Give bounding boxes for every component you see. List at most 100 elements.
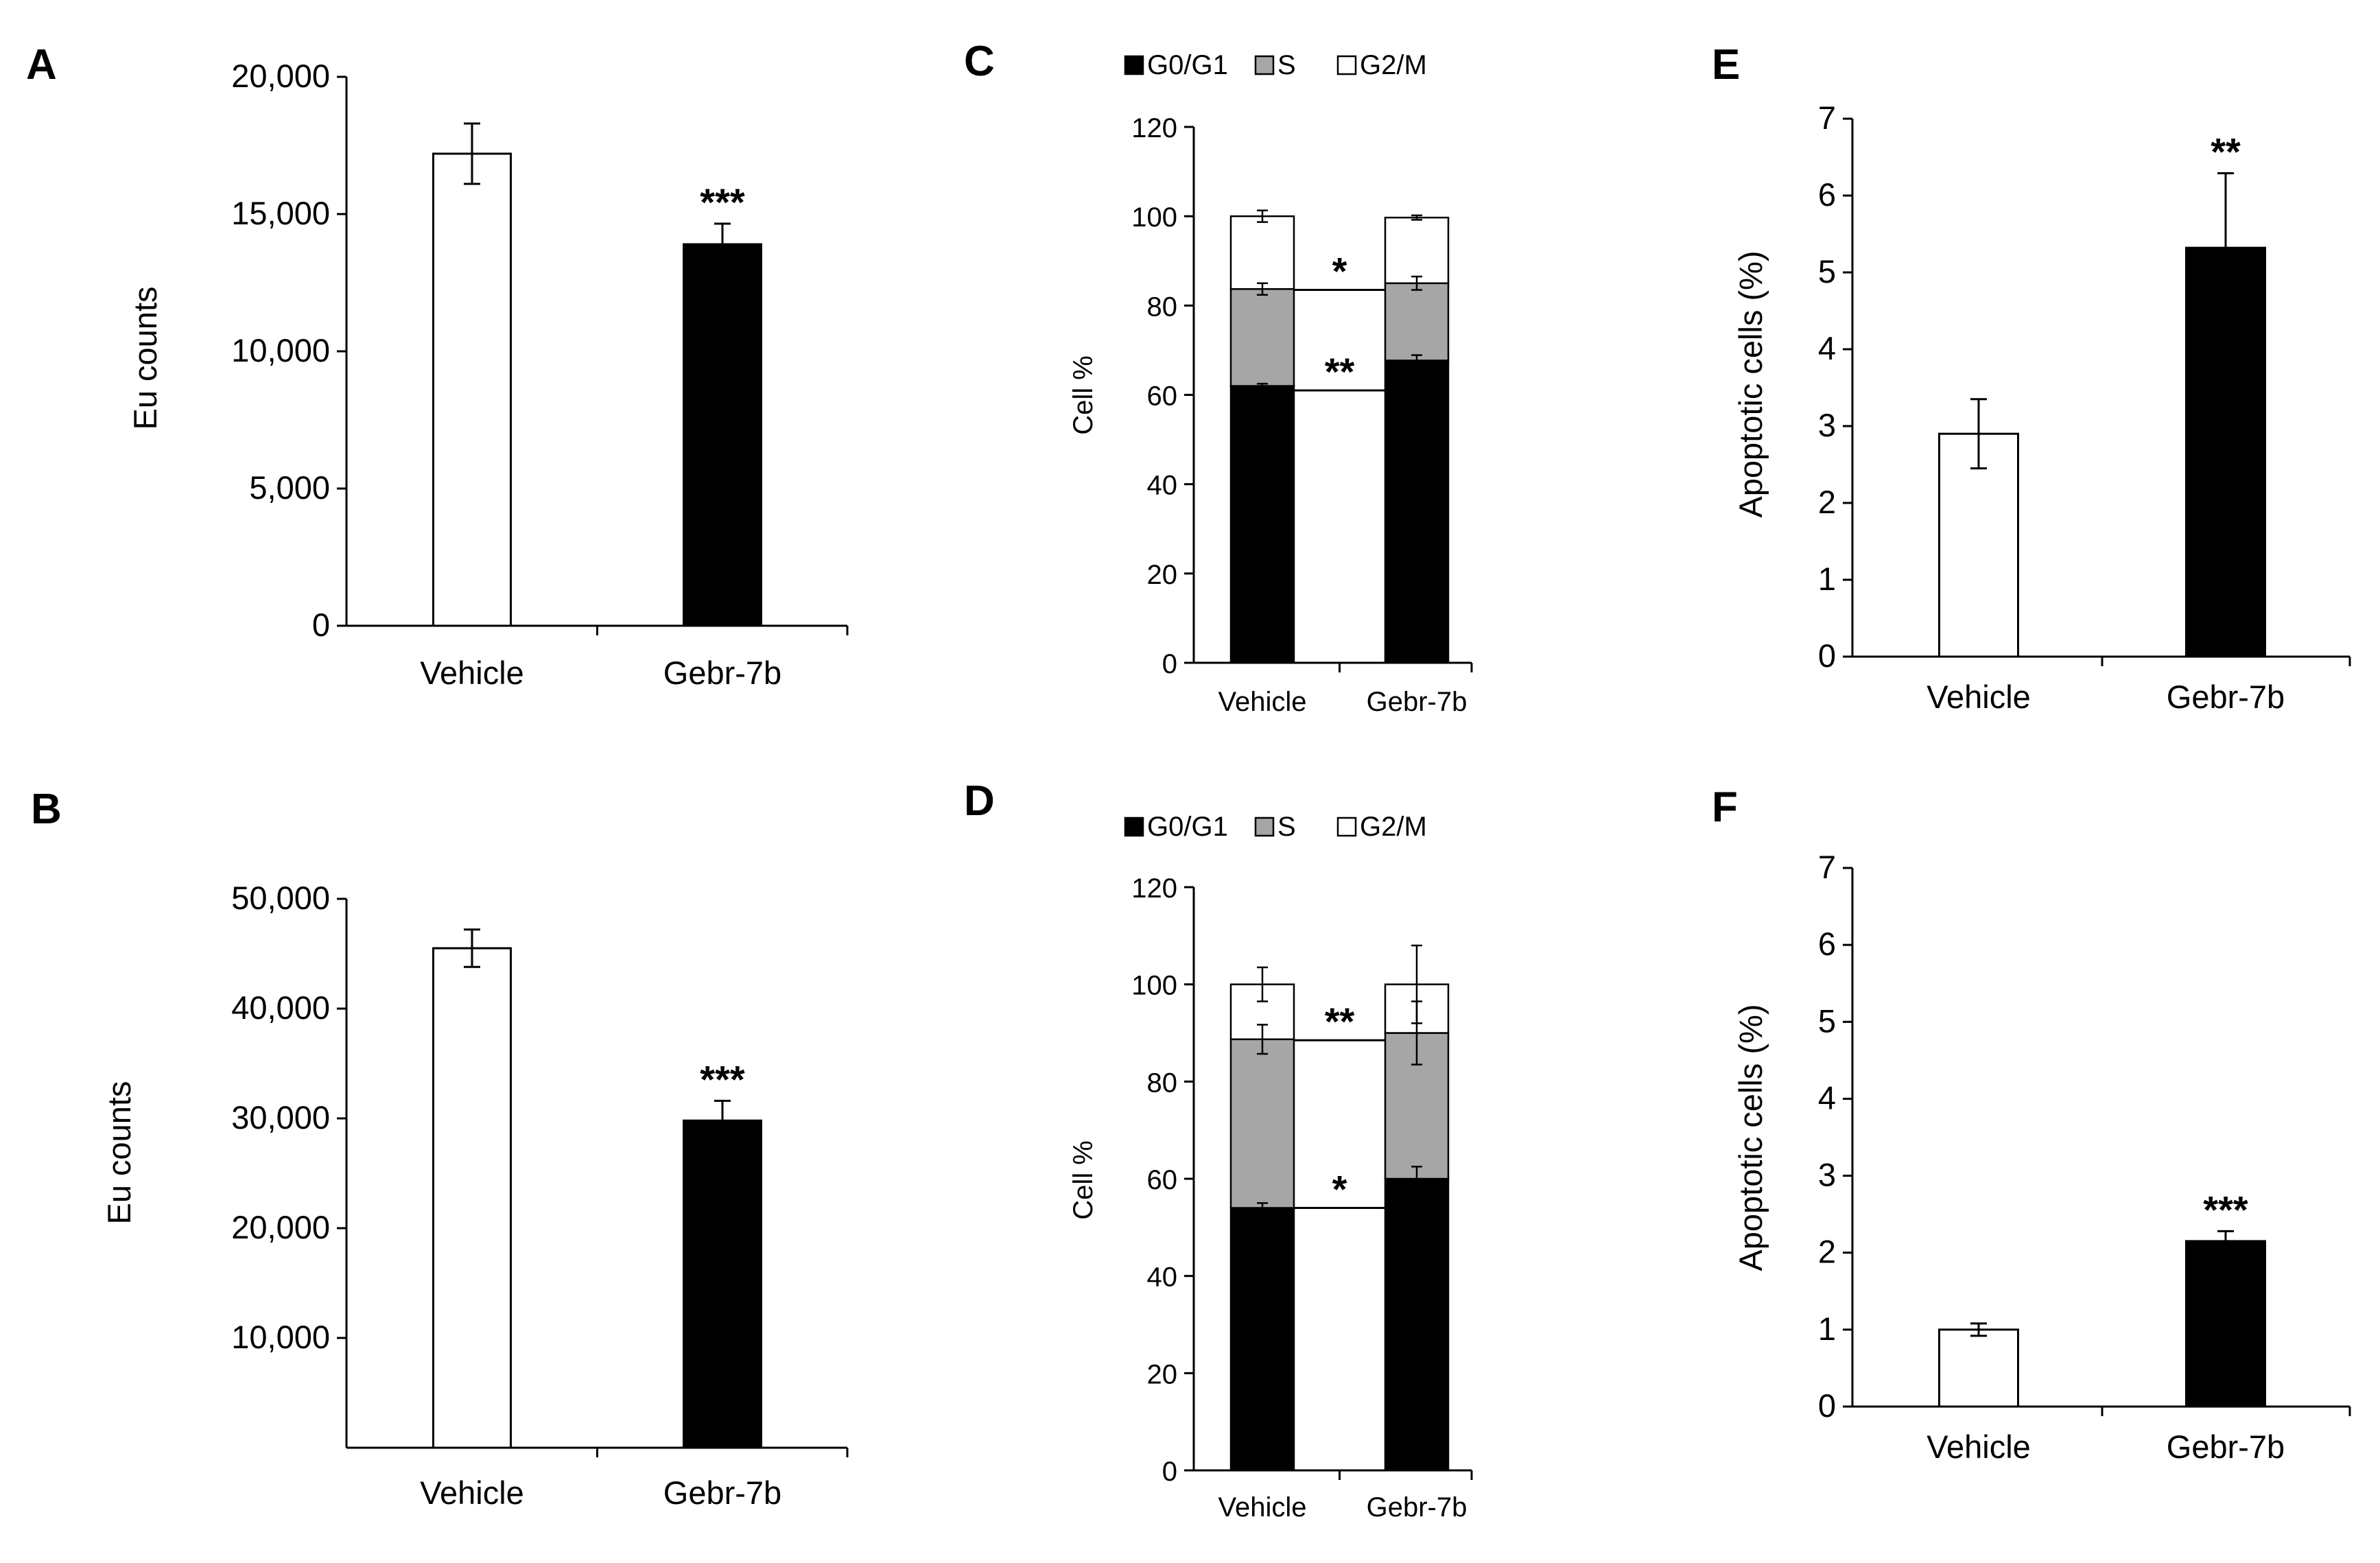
bar-segment-g0-g1: [1384, 360, 1450, 664]
x-tick-label: Vehicle: [1218, 687, 1307, 717]
panel-label: F: [1712, 784, 1738, 831]
y-tick-label: 10,000: [231, 332, 330, 368]
y-tick-label: 20: [1147, 560, 1178, 590]
bar-segment-g2-m: [1384, 216, 1450, 285]
y-tick-label: 0: [1162, 649, 1177, 679]
y-tick-label: 1: [1818, 1311, 1836, 1347]
bar-segment-g0-g1: [1384, 1177, 1450, 1472]
legend-label: S: [1277, 812, 1296, 842]
y-tick-label: 20,000: [231, 1209, 330, 1245]
bar-gebr-7b: [683, 1119, 762, 1449]
y-tick-label: 0: [312, 607, 330, 643]
bar-segment-g2-m: [1229, 215, 1295, 290]
y-tick-label: 0: [1818, 1387, 1836, 1424]
panel-label: E: [1712, 41, 1740, 89]
legend-label: G0/G1: [1147, 812, 1228, 842]
panel-a: A 0 5,000 10,000 15,000 20,000 Eu counts Vehicl…: [26, 41, 849, 691]
bar-segment-g0-g1: [1229, 385, 1295, 664]
significance-marker: **: [1325, 350, 1355, 393]
x-tick-label: Gebr-7b: [1367, 687, 1468, 717]
bar-vehicle: [432, 947, 512, 1449]
x-tick-label: Gebr-7b: [1367, 1492, 1468, 1523]
x-tick-label: Vehicle: [420, 655, 524, 691]
bar-segment-g0-g1: [1229, 1207, 1295, 1472]
legend-swatch-g0-g1: [1124, 55, 1144, 75]
y-tick-label: 2: [1818, 484, 1836, 520]
y-tick-label: 15,000: [231, 195, 330, 231]
legend-label: G2/M: [1360, 812, 1427, 842]
y-axis-label: Apoptotic cells (%): [1732, 1004, 1769, 1271]
y-tick-label: 6: [1818, 926, 1836, 962]
legend-swatch-g2-m: [1336, 55, 1357, 75]
y-tick-label: 5: [1818, 253, 1836, 290]
y-tick-label: 6: [1818, 176, 1836, 213]
y-tick-label: 80: [1147, 1068, 1178, 1098]
y-tick-label: 40: [1147, 471, 1178, 501]
x-tick-label: Gebr-7b: [663, 655, 781, 691]
y-tick-label: 60: [1147, 1165, 1178, 1195]
y-axis-label: Cell %: [1068, 355, 1098, 435]
y-tick-label: 100: [1131, 202, 1177, 233]
x-tick-label: Gebr-7b: [663, 1474, 781, 1511]
y-tick-label: 40: [1147, 1262, 1178, 1293]
significance-marker: ***: [2203, 1188, 2248, 1231]
x-tick-label: Vehicle: [1927, 679, 2031, 715]
y-tick-label: 3: [1818, 1157, 1836, 1193]
panel-label: A: [26, 41, 57, 89]
legend-swatch-s: [1254, 816, 1275, 837]
significance-marker: ***: [700, 1057, 745, 1101]
y-tick-label: 60: [1147, 381, 1178, 412]
y-tick-label: 120: [1131, 113, 1177, 143]
y-tick-label: 30,000: [231, 1099, 330, 1136]
legend-label: G2/M: [1360, 50, 1427, 80]
y-axis-label: Eu counts: [127, 286, 163, 430]
significance-marker: **: [2211, 130, 2241, 174]
y-tick-label: 4: [1818, 1079, 1836, 1116]
y-tick-label: 40,000: [231, 989, 330, 1026]
x-tick-label: Gebr-7b: [2167, 1429, 2285, 1465]
panel-f: F 0 1 2 3 4 5 6 7 Apoptotic cells (%) Vehicle Gebr-…: [1712, 784, 2351, 1465]
significance-marker: **: [1325, 1000, 1355, 1043]
legend-label: G0/G1: [1147, 50, 1228, 80]
y-tick-label: 7: [1818, 849, 1836, 885]
panel-b: B 10,000 20,000 30,000 40,000 50,000 Eu counts…: [31, 786, 849, 1511]
y-tick-label: 0: [1818, 637, 1836, 674]
panel-label: D: [964, 777, 995, 825]
x-tick-label: Vehicle: [420, 1474, 524, 1511]
bar-segment-s: [1229, 1038, 1295, 1209]
bar-segment-s: [1229, 288, 1295, 387]
y-axis-label: Apoptotic cells (%): [1732, 250, 1769, 517]
legend-swatch-s: [1254, 55, 1275, 75]
y-tick-label: 80: [1147, 292, 1178, 322]
panel-e: E 0 1 2 3 4 5 6 7 Apoptotic cells (%) Vehicle Gebr-…: [1712, 41, 2351, 715]
significance-marker: ***: [700, 180, 745, 224]
x-tick-label: Vehicle: [1218, 1492, 1307, 1523]
y-tick-label: 0: [1162, 1457, 1177, 1487]
legend-swatch-g2-m: [1336, 816, 1357, 837]
legend-swatch-g0-g1: [1124, 816, 1144, 837]
x-tick-label: Gebr-7b: [2167, 679, 2285, 715]
bar-gebr-7b: [683, 243, 762, 627]
y-tick-label: 50,000: [231, 880, 330, 916]
y-tick-label: 4: [1818, 330, 1836, 366]
y-tick-label: 7: [1818, 99, 1836, 136]
y-tick-label: 20,000: [231, 58, 330, 94]
panel-label: B: [31, 786, 62, 833]
x-tick-label: Vehicle: [1927, 1429, 2031, 1465]
y-axis-label: Eu counts: [101, 1081, 137, 1224]
y-tick-label: 3: [1818, 407, 1836, 443]
legend-label: S: [1277, 50, 1296, 80]
y-tick-label: 10,000: [231, 1319, 330, 1355]
y-tick-label: 5: [1818, 1002, 1836, 1039]
y-tick-label: 1: [1818, 561, 1836, 597]
y-tick-label: 2: [1818, 1234, 1836, 1270]
bar-vehicle: [1938, 1328, 2019, 1408]
y-tick-label: 20: [1147, 1359, 1178, 1389]
bar-gebr-7b: [2185, 1240, 2266, 1408]
legend: G0/G1 S G2/M: [1124, 812, 1427, 842]
significance-marker: *: [1332, 250, 1347, 293]
y-tick-label: 100: [1131, 971, 1177, 1001]
